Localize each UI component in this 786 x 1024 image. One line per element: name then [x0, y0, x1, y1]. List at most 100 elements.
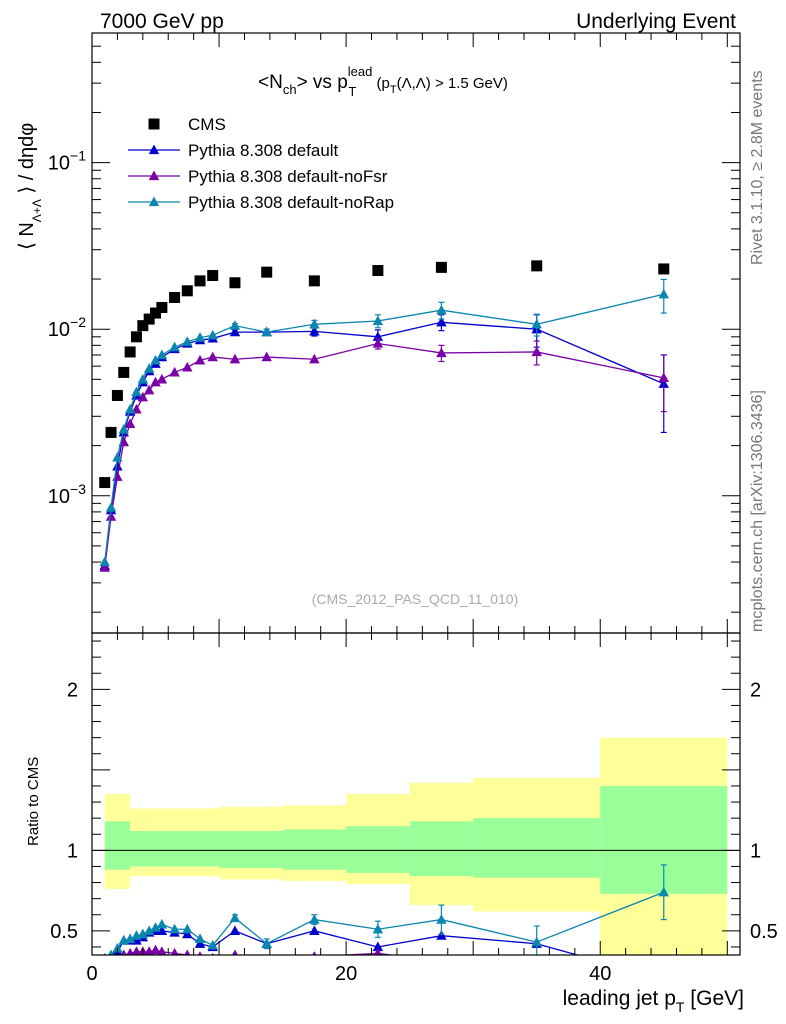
header-right: Underlying Event	[576, 10, 736, 33]
legend-marker	[148, 196, 160, 207]
ratio-point	[229, 912, 241, 923]
cms-point	[169, 291, 181, 303]
ratio-point	[120, 949, 127, 955]
series-point	[182, 361, 193, 372]
series-point	[207, 329, 218, 340]
series-point	[658, 372, 669, 383]
ratio-point	[112, 943, 123, 953]
ratio-point	[197, 951, 203, 955]
ratio-point	[137, 928, 149, 939]
ratio-point	[194, 933, 206, 944]
series-point	[436, 347, 447, 358]
cms-point	[229, 277, 241, 289]
y-axis-label: ⟨ NΛ+Λ ⟩ / dηdφ	[16, 123, 44, 250]
cms-point	[531, 260, 543, 272]
ratio-band-stat	[346, 826, 410, 873]
ratio-point	[150, 944, 161, 955]
cms-point	[118, 366, 130, 378]
y-tick-label: 10−2	[48, 314, 86, 341]
series-point	[137, 391, 149, 402]
ratio-point	[182, 928, 193, 939]
ratio-point	[104, 954, 106, 955]
series-point	[261, 351, 272, 362]
cms-point	[130, 331, 142, 343]
ratio-band-stat	[409, 821, 474, 877]
series-point	[207, 351, 218, 362]
ratio-point	[436, 914, 447, 924]
legend-label: Pythia 8.308 default-noFsr	[188, 167, 388, 186]
ratio-point	[182, 923, 193, 934]
ratio-point	[531, 958, 541, 968]
ratio-point	[261, 938, 272, 948]
series-point	[156, 373, 168, 384]
ratio-ticks: 0 20 40 0.5 0.5 1 1 2 2	[50, 633, 778, 985]
ratio-point	[309, 925, 320, 935]
series-point	[131, 386, 142, 397]
ratio-point	[309, 914, 320, 924]
ratio-y-tick-label: 1	[67, 840, 78, 862]
series-point	[124, 418, 136, 429]
series-point	[156, 349, 168, 360]
series-point	[436, 316, 447, 327]
ratio-y-tick-label-right: 2	[750, 679, 761, 701]
chart-title: <Nch> vs plead T (pT(Λ,Λ) > 1.5 GeV)	[258, 64, 508, 99]
series-point	[105, 502, 117, 512]
series-point	[112, 460, 123, 471]
ratio-point	[170, 947, 179, 955]
cms-point	[308, 275, 320, 287]
ratio-marks	[92, 737, 740, 968]
ratio-point	[531, 936, 542, 947]
series-point	[229, 326, 241, 337]
ratio-point	[108, 949, 115, 955]
series-point	[309, 353, 320, 364]
legend-marker	[148, 144, 160, 155]
cms-point	[105, 426, 117, 438]
series-point	[436, 304, 447, 315]
ratio-y-tick-label: 2	[67, 679, 78, 701]
cms-point	[194, 275, 206, 287]
analysis-watermark: (CMS_2012_PAS_QCD_11_010)	[312, 591, 519, 607]
legend-marker	[148, 118, 160, 130]
series-point	[182, 336, 193, 346]
cms-point	[137, 320, 149, 332]
ratio-point	[156, 925, 168, 935]
series-point	[658, 288, 669, 299]
mcplots-label: mcplots.cern.ch [arXiv:1306.3436]	[749, 390, 766, 632]
ratio-point	[372, 923, 384, 934]
y-tick-label: 10−3	[48, 481, 86, 508]
ratio-point	[169, 923, 180, 934]
cms-point	[124, 346, 136, 358]
cms-point	[150, 307, 162, 319]
ratio-y-tick-label-right: 1	[750, 840, 761, 862]
legend-label: CMS	[188, 115, 226, 134]
x-tick-label: 0	[86, 963, 97, 985]
series-point	[124, 403, 136, 414]
ratio-point	[658, 886, 669, 897]
rivet-label: Rivet 3.1.10, ≥ 2.8M events	[749, 70, 766, 265]
series-point	[112, 471, 123, 481]
series-point	[309, 325, 320, 336]
ratio-point	[374, 947, 382, 955]
ratio-point	[312, 951, 317, 955]
legend: CMS Pythia 8.308 default Pythia 8.308 defa…	[128, 115, 394, 212]
cms-point	[435, 261, 447, 273]
header-left: 7000 GeV pp	[100, 10, 224, 33]
cms-point	[261, 266, 273, 278]
ratio-point	[261, 956, 271, 966]
ratio-y-tick-label-right: 0.5	[750, 921, 778, 943]
ratio-point	[143, 925, 155, 935]
series-point	[150, 376, 161, 387]
series-point	[194, 332, 206, 342]
ratio-point	[372, 941, 384, 952]
ratio-plot-frame	[91, 632, 741, 956]
main-ticks: 10−3 10−2 10−1	[48, 33, 740, 633]
ratio-band-stat	[130, 831, 220, 867]
main-marks	[99, 260, 670, 572]
series-point	[309, 318, 320, 329]
series-point	[118, 423, 129, 434]
series-line	[104, 321, 665, 566]
legend-label: Pythia 8.308 default	[188, 141, 339, 160]
main-plot: 10−3 10−2 10−1	[48, 32, 741, 634]
ratio-plot: 0 20 40 0.5 0.5 1 1 2 2	[50, 632, 778, 985]
ratio-point	[436, 956, 446, 966]
